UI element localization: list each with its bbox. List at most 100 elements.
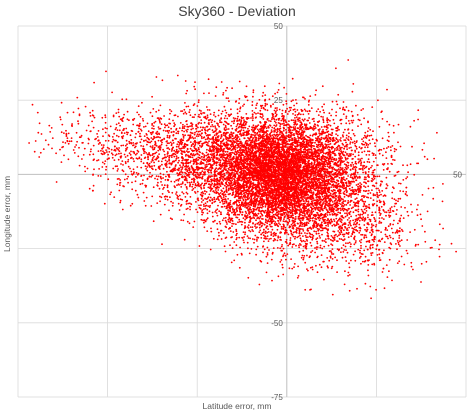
data-point — [271, 112, 274, 115]
data-point — [268, 138, 271, 141]
data-point — [312, 175, 315, 177]
data-point — [218, 220, 221, 223]
data-point — [338, 159, 341, 162]
data-point — [249, 237, 252, 240]
data-point — [327, 133, 330, 136]
data-point — [178, 177, 181, 180]
data-point — [310, 146, 313, 149]
data-point — [293, 104, 295, 107]
data-point — [269, 120, 272, 123]
data-point — [258, 135, 260, 138]
data-point — [243, 185, 246, 187]
data-point — [219, 222, 222, 225]
data-point — [341, 146, 343, 149]
data-point — [339, 164, 342, 166]
data-point — [326, 117, 329, 120]
data-point — [327, 175, 330, 178]
data-point — [244, 221, 246, 224]
data-point — [277, 217, 280, 220]
data-point — [212, 190, 215, 192]
data-point — [276, 109, 278, 111]
data-point — [236, 253, 239, 256]
data-point — [284, 200, 286, 203]
data-point — [305, 134, 307, 137]
data-point — [194, 168, 197, 171]
data-point — [268, 223, 271, 226]
data-point — [220, 238, 223, 240]
data-point — [338, 152, 340, 155]
data-point — [283, 146, 286, 148]
data-point — [341, 173, 344, 176]
data-point — [181, 129, 184, 132]
data-point — [345, 117, 348, 119]
data-point — [227, 198, 230, 200]
data-point — [249, 230, 252, 233]
data-point — [239, 168, 242, 171]
data-point — [296, 165, 298, 168]
data-point — [256, 245, 259, 248]
data-point — [334, 172, 337, 175]
data-point — [325, 176, 328, 179]
data-point — [293, 127, 295, 130]
data-point — [326, 221, 329, 224]
data-point — [348, 122, 351, 125]
data-point — [244, 210, 247, 213]
data-point — [255, 107, 257, 109]
data-point — [281, 263, 284, 266]
data-point — [301, 254, 304, 257]
data-point — [296, 236, 299, 239]
data-point — [347, 59, 350, 61]
data-point — [274, 205, 277, 208]
data-point — [338, 149, 341, 152]
data-point — [306, 135, 309, 138]
data-point — [252, 205, 255, 208]
data-point — [325, 195, 328, 198]
data-point — [238, 138, 241, 141]
data-point — [293, 223, 296, 226]
data-point — [231, 179, 234, 182]
data-point — [319, 152, 322, 154]
data-point — [335, 233, 337, 236]
data-point — [286, 113, 289, 115]
data-point — [344, 139, 347, 142]
data-point — [301, 129, 303, 132]
data-point — [221, 219, 224, 222]
data-point — [354, 151, 357, 153]
data-point — [247, 208, 249, 210]
data-point — [238, 201, 241, 204]
data-point — [305, 157, 308, 160]
data-point — [223, 205, 226, 208]
data-point — [219, 161, 222, 164]
data-point — [213, 134, 216, 137]
data-point — [279, 210, 281, 213]
data-point — [363, 185, 365, 188]
data-point — [310, 190, 313, 192]
data-point — [264, 104, 267, 107]
data-point — [233, 172, 235, 174]
data-point — [291, 77, 294, 80]
data-point — [289, 206, 291, 209]
data-point — [367, 150, 369, 153]
data-point — [178, 209, 181, 211]
data-point — [330, 114, 332, 117]
data-point — [306, 126, 308, 129]
data-point — [354, 168, 357, 171]
data-point — [273, 109, 276, 112]
data-point — [219, 201, 222, 204]
data-point — [272, 247, 275, 250]
data-point — [251, 126, 254, 129]
data-point — [350, 138, 353, 141]
data-point — [372, 179, 374, 181]
data-point — [315, 175, 318, 178]
data-point — [345, 182, 348, 185]
data-point — [271, 126, 274, 129]
data-point — [227, 193, 230, 196]
data-point — [337, 190, 339, 193]
data-point — [351, 141, 354, 144]
data-point — [270, 187, 273, 190]
data-point — [301, 214, 304, 217]
data-point — [319, 110, 321, 113]
data-point — [240, 129, 243, 131]
data-point — [275, 211, 278, 214]
data-point — [200, 186, 202, 189]
